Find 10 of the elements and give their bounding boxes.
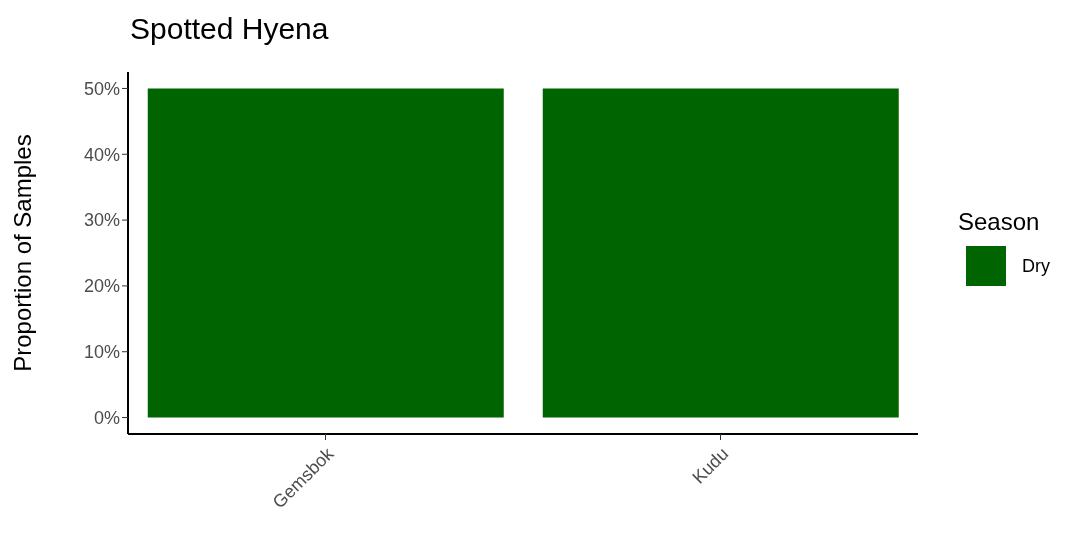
y-tick-label: 40%	[83, 144, 120, 165]
y-tick-label: 30%	[83, 210, 120, 231]
y-axis-title: Proportion of Samples	[8, 134, 36, 372]
y-tick-label: 50%	[83, 78, 120, 99]
legend-label: Dry	[1022, 255, 1050, 277]
y-tick-label: 0%	[93, 407, 120, 428]
y-tick-label: 20%	[83, 276, 120, 297]
legend-title: Season	[958, 208, 1041, 236]
chart-title: Spotted Hyena	[130, 12, 329, 46]
y-tick-label: 10%	[83, 342, 120, 363]
